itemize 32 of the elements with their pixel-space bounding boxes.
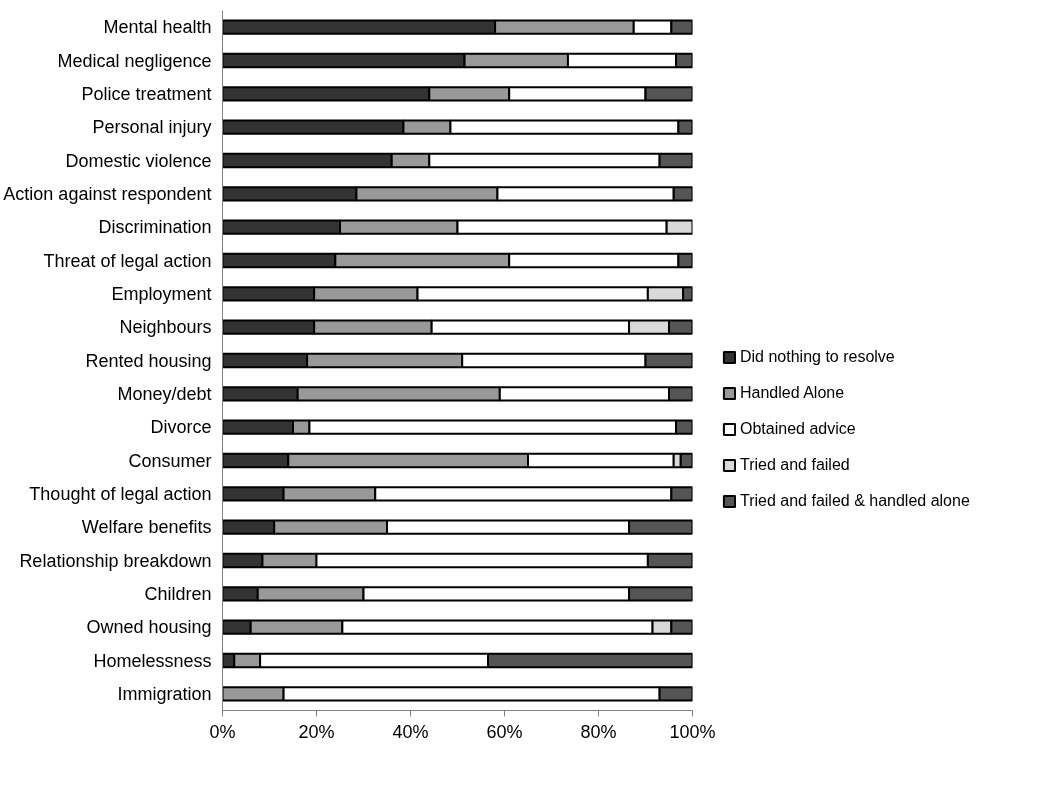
x-tick-label: 40%	[392, 721, 429, 742]
y-tick-label: Neighbours	[119, 317, 212, 338]
y-tick-label: Domestic violence	[65, 150, 212, 171]
y-tick-label: Employment	[111, 283, 212, 304]
x-tick-label: 60%	[486, 721, 523, 742]
y-tick-label: Divorce	[150, 417, 212, 438]
y-tick-label: Relationship breakdown	[19, 550, 212, 571]
legend-label: Did nothing to resolve	[740, 348, 895, 366]
x-tick-label: 0%	[209, 721, 236, 742]
y-tick-label: Thought of legal action	[29, 483, 212, 504]
x-tick-label: 100%	[669, 721, 716, 742]
legend-label: Obtained advice	[740, 420, 856, 438]
y-tick-label: Money/debt	[117, 383, 212, 404]
y-tick-label: Personal injury	[92, 117, 212, 138]
y-tick-label: Medical negligence	[57, 50, 212, 71]
y-tick-label: Immigration	[117, 683, 212, 704]
x-tick-label: 20%	[298, 721, 335, 742]
y-tick-label: Owned housing	[86, 617, 212, 638]
y-tick-label: Rented housing	[85, 350, 212, 371]
legend-label: Handled Alone	[740, 384, 845, 402]
y-tick-label: Children	[144, 583, 212, 604]
y-tick-label: Discrimination	[98, 217, 212, 238]
y-tick-label: Homelessness	[93, 650, 212, 671]
y-tick-label: Action against respondent	[3, 183, 212, 204]
y-tick-label: Consumer	[128, 450, 212, 471]
y-tick-label: Police treatment	[81, 83, 212, 104]
y-tick-label: Threat of legal action	[43, 250, 212, 271]
y-tick-label: Welfare benefits	[81, 517, 212, 538]
legend-label: Tried and failed	[740, 456, 850, 474]
legend-label: Tried and failed & handled alone	[740, 492, 970, 510]
x-tick-label: 80%	[580, 721, 617, 742]
y-tick-label: Mental health	[103, 17, 212, 38]
